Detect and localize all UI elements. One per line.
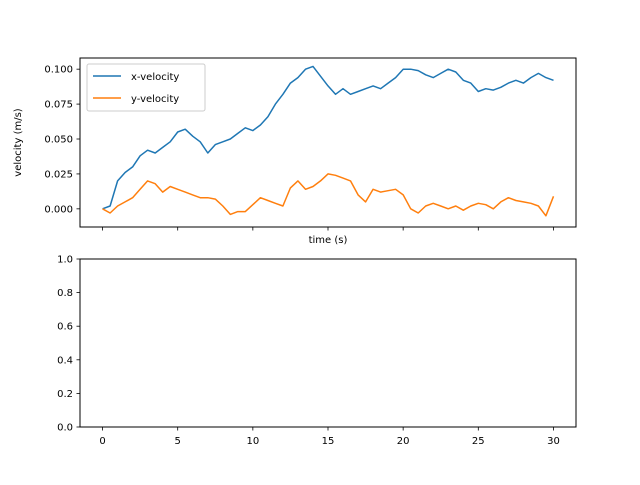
- x-axis-label: time (s): [309, 235, 348, 246]
- x-tick-label: 30: [547, 436, 560, 447]
- x-tick-label: 25: [472, 436, 485, 447]
- legend-label-y-velocity: y-velocity: [131, 94, 179, 105]
- series-line-x-velocity: [102, 65, 554, 210]
- velocity-x-ticks: [102, 227, 554, 231]
- x-tick-label: 0: [99, 436, 105, 447]
- x-tick-label: 15: [322, 436, 335, 447]
- x-tick-label: 5: [175, 436, 181, 447]
- y-tick-label: 1.0: [57, 255, 73, 266]
- velocity-axes: 0.000 0.025 0.050 0.075 0.100 time (s) veloc…: [13, 57, 577, 246]
- y-tick-label: 0.2: [57, 389, 73, 400]
- legend: x-velocity y-velocity: [86, 63, 206, 112]
- y-tick-label: 0.000: [44, 204, 73, 215]
- empty-axes: 0 5 10 15 20 25 30 0.0 0.2 0.4 0.6 0.8 1.0: [57, 255, 577, 447]
- x-tick-label: 10: [246, 436, 259, 447]
- y-tick-label: 0.4: [57, 355, 73, 366]
- y-tick-label: 0.025: [44, 169, 73, 180]
- y-axis-label: velocity (m/s): [13, 108, 24, 176]
- y-tick-label: 0.0: [57, 423, 73, 434]
- y-tick-label: 0.050: [44, 135, 73, 146]
- x-tick-label: 20: [397, 436, 410, 447]
- velocity-y-ticks: 0.000 0.025 0.050 0.075 0.100: [44, 65, 80, 215]
- empty-axes-x-ticks: 0 5 10 15 20 25 30: [99, 427, 560, 447]
- velocity-lines: [102, 65, 555, 217]
- y-tick-label: 0.075: [44, 100, 73, 111]
- series-line-y-velocity: [102, 173, 555, 217]
- y-tick-label: 0.100: [44, 65, 73, 76]
- legend-label-x-velocity: x-velocity: [131, 72, 179, 83]
- y-tick-label: 0.6: [57, 322, 73, 333]
- empty-axes-y-ticks: 0.0 0.2 0.4 0.6 0.8 1.0: [57, 255, 80, 434]
- y-tick-label: 0.8: [57, 288, 73, 299]
